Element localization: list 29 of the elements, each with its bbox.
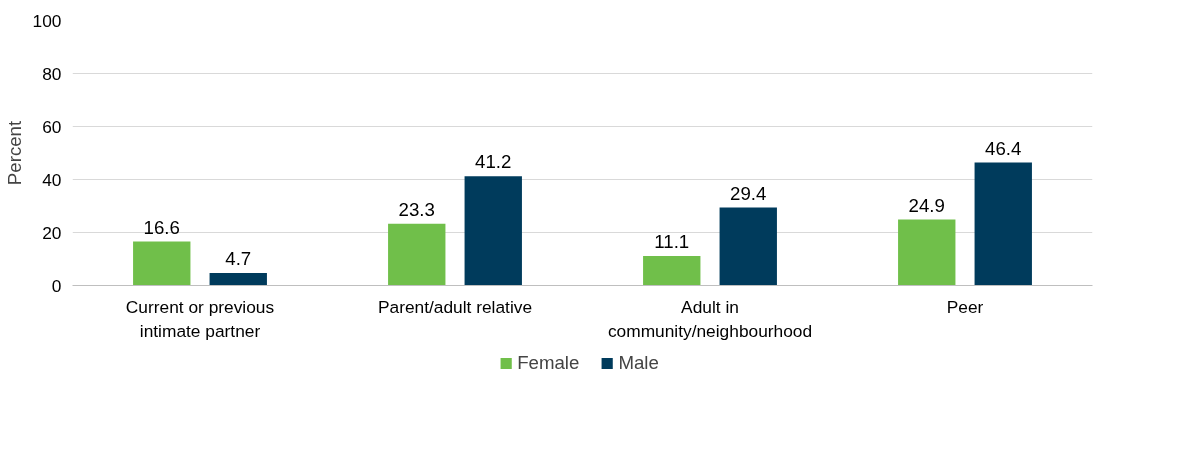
x-tick-label: Adult in community/neighbourhood — [607, 296, 813, 341]
legend-label: Female — [517, 352, 580, 374]
x-tick-label: Current or previous intimate partner — [125, 296, 275, 341]
x-tick-label: Peer — [946, 296, 984, 317]
data-label: 29.4 — [730, 182, 767, 204]
y-tick-label: 80 — [42, 63, 62, 84]
data-label: 16.6 — [143, 216, 180, 238]
data-label: 11.1 — [654, 231, 690, 253]
data-label: 41.2 — [475, 151, 512, 173]
data-label: 24.9 — [908, 194, 945, 216]
y-tick-label: 20 — [42, 222, 62, 243]
bar — [898, 219, 956, 286]
y-tick-label: 60 — [42, 116, 62, 137]
y-axis-title: Percent — [3, 120, 25, 186]
bar — [464, 176, 522, 286]
bar — [209, 273, 267, 286]
bar — [133, 241, 191, 286]
bar — [719, 207, 777, 286]
y-tick-label: 0 — [51, 275, 62, 296]
y-tick-label: 100 — [32, 10, 62, 31]
data-label: 23.3 — [398, 198, 435, 220]
data-label: 4.7 — [225, 248, 252, 270]
legend-label: Male — [618, 352, 659, 374]
x-tick-label: Parent/adult relative — [377, 296, 533, 317]
bar — [974, 162, 1032, 286]
data-label: 46.4 — [985, 137, 1022, 159]
bar — [388, 223, 446, 286]
y-tick-label: 40 — [42, 169, 62, 190]
bar — [643, 256, 701, 286]
